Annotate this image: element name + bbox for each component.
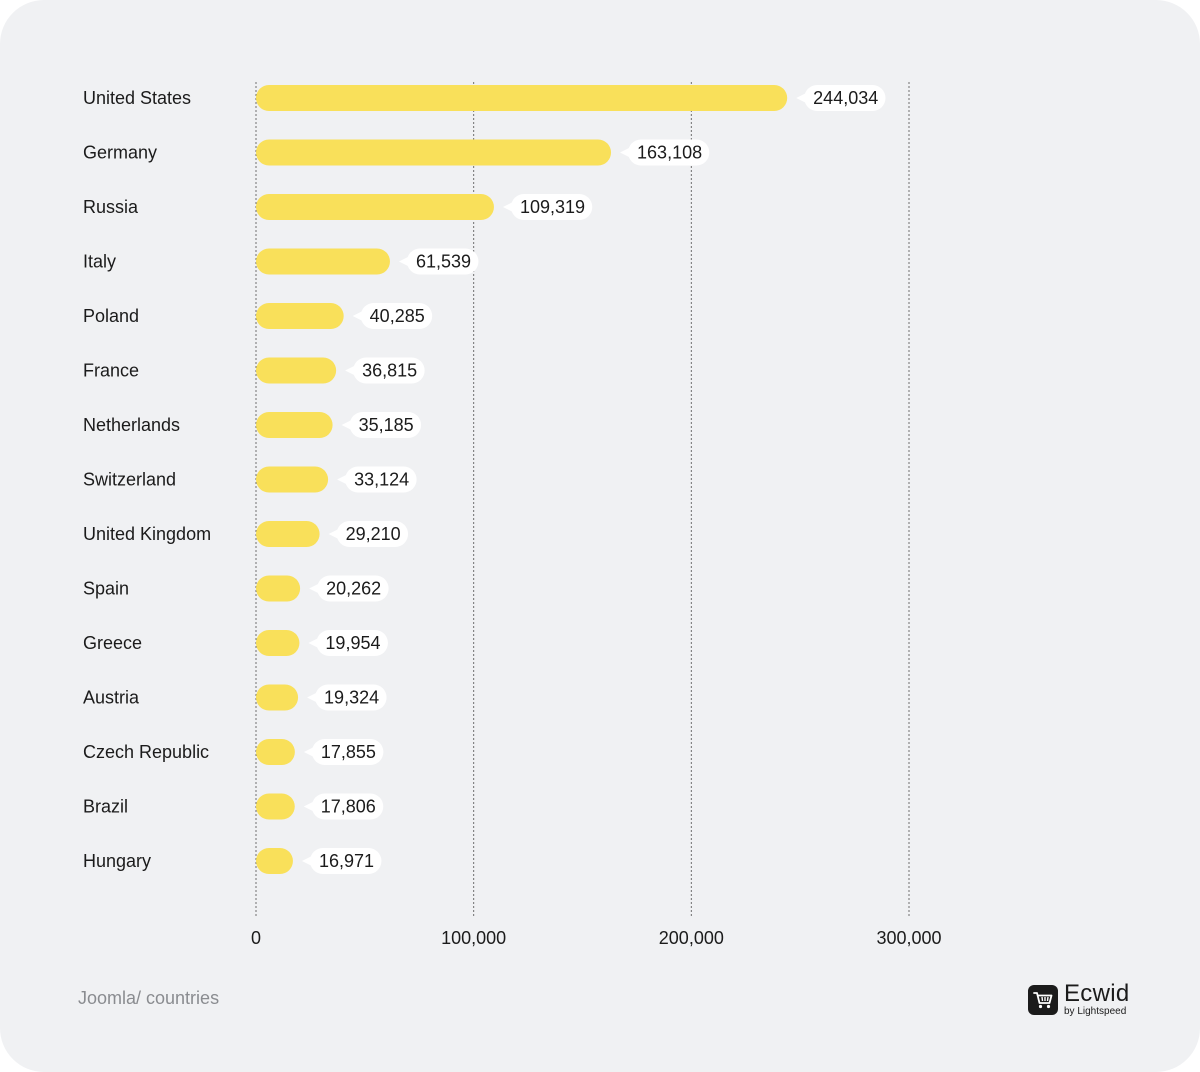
country-label: Italy: [83, 252, 116, 272]
value-label: 19,324: [324, 688, 379, 708]
country-label: Brazil: [83, 797, 128, 817]
value-bubble: [311, 739, 384, 765]
labels-layer: United States 244,034 Germany 163,108 Russia…: [83, 85, 886, 874]
value-bubble-pointer: [307, 692, 318, 703]
bar: [256, 521, 320, 547]
value-bubble-pointer: [303, 801, 314, 812]
country-label: Austria: [83, 688, 140, 708]
value-bubble-pointer: [345, 365, 356, 376]
bar: [256, 248, 390, 275]
value-bubble-pointer: [337, 474, 348, 485]
value-label: 19,954: [325, 633, 380, 653]
country-label: Switzerland: [83, 470, 176, 490]
value-bubble: [315, 684, 387, 711]
value-label: 35,185: [359, 415, 414, 435]
grid-layer: [255, 82, 910, 917]
value-bubble-pointer: [309, 583, 320, 594]
country-label: Poland: [83, 306, 139, 326]
bar: [256, 357, 337, 384]
brand-subtitle: by Lightspeed: [1064, 1006, 1127, 1017]
value-label: 17,806: [321, 797, 376, 817]
value-bubble: [628, 139, 710, 166]
bar: [256, 684, 299, 711]
bar: [256, 194, 494, 220]
source-caption: Joomla/ countries: [78, 988, 220, 1008]
bar: [256, 412, 333, 438]
value-label: 109,319: [520, 197, 585, 217]
country-label: Germany: [83, 143, 157, 163]
value-bubble-pointer: [620, 147, 631, 158]
bar: [256, 139, 612, 166]
x-tick-label: 300,000: [876, 928, 941, 948]
value-bubble: [406, 248, 479, 275]
country-label: Greece: [83, 633, 142, 653]
value-label: 17,855: [321, 742, 376, 762]
bar: [256, 303, 344, 329]
value-label: 16,971: [319, 851, 374, 871]
x-tick-label: 200,000: [659, 928, 724, 948]
value-bubble: [353, 357, 425, 384]
bar: [256, 630, 300, 656]
value-bubble: [349, 412, 422, 438]
value-bubble-pointer: [303, 747, 314, 757]
value-bubble: [317, 575, 389, 602]
value-bubble-pointer: [352, 311, 363, 321]
value-label: 36,815: [362, 361, 417, 381]
value-bubble-pointer: [328, 529, 339, 539]
x-tick-label: 0: [251, 928, 261, 948]
value-bubble-pointer: [341, 420, 352, 430]
value-label: 29,210: [346, 524, 401, 544]
value-label: 244,034: [813, 88, 878, 108]
value-label: 40,285: [370, 306, 425, 326]
country-label: France: [83, 361, 139, 381]
country-label: Hungary: [83, 851, 151, 871]
value-label: 33,124: [354, 470, 409, 490]
country-label: Netherlands: [83, 415, 180, 435]
value-bubble-pointer: [796, 93, 807, 103]
value-bubble-pointer: [398, 256, 409, 267]
value-bubble: [360, 303, 433, 329]
country-label: Czech Republic: [83, 742, 209, 762]
bar: [256, 793, 295, 820]
value-bubble: [316, 630, 388, 656]
bar: [256, 739, 295, 765]
bars-layer: [256, 85, 788, 874]
bar: [256, 848, 293, 874]
value-bubble-pointer: [301, 856, 312, 866]
country-label: Russia: [83, 197, 139, 217]
country-label: United Kingdom: [83, 524, 211, 544]
value-label: 61,539: [416, 252, 471, 272]
value-label: 20,262: [326, 579, 381, 599]
country-label: Spain: [83, 579, 129, 599]
bar: [256, 85, 788, 111]
value-bubble: [345, 466, 417, 493]
bar: [256, 575, 301, 602]
value-bubble-pointer: [502, 202, 513, 212]
x-axis-ticks: 0 100,000 200,000 300,000: [251, 928, 942, 948]
value-bubble-pointer: [308, 638, 319, 648]
value-label: 163,108: [637, 143, 702, 163]
value-bubble: [311, 793, 384, 820]
country-label: United States: [83, 88, 191, 108]
x-tick-label: 100,000: [441, 928, 506, 948]
cart-icon: [1028, 984, 1058, 1015]
value-bubble: [804, 85, 886, 111]
bar: [256, 466, 329, 493]
value-bubble: [309, 848, 382, 874]
brand-logo: Ecwid by Lightspeed: [1028, 982, 1130, 1017]
value-bubble: [510, 194, 593, 220]
brand-name: Ecwid: [1064, 980, 1130, 1007]
value-bubble: [336, 521, 409, 547]
